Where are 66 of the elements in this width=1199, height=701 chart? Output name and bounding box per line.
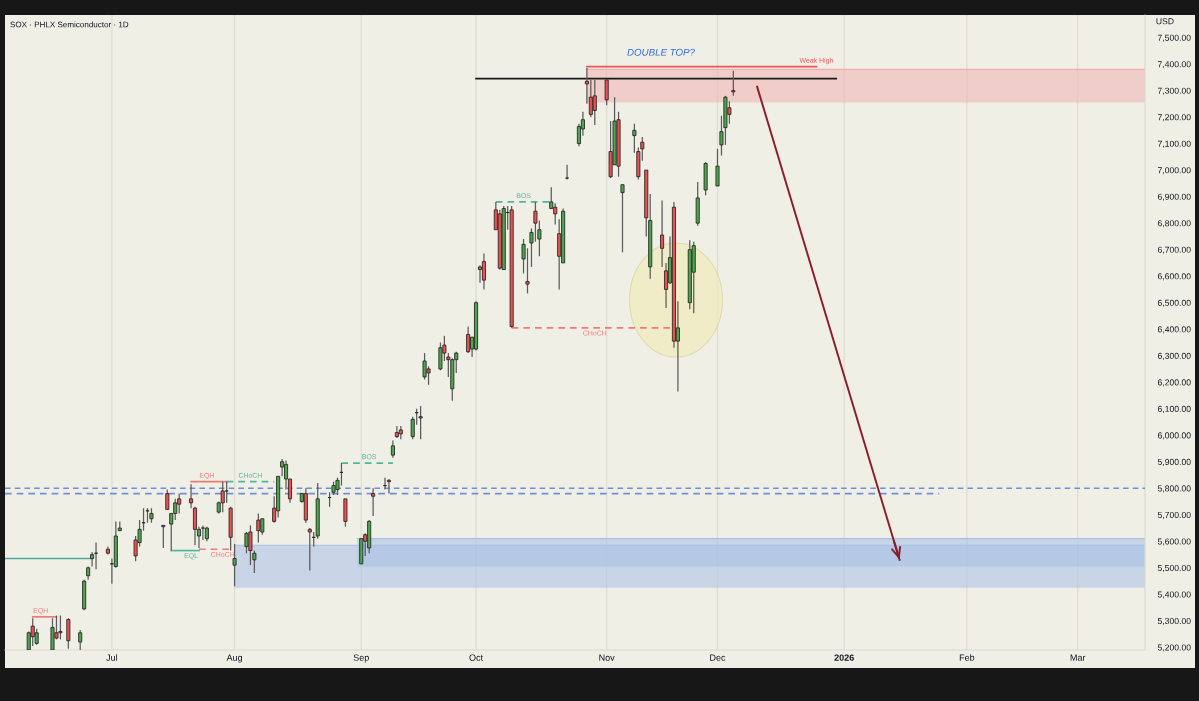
y-tick-label: 7,000.00 xyxy=(1157,167,1191,175)
y-tick-label: 6,200.00 xyxy=(1157,379,1191,387)
y-tick-label: 6,400.00 xyxy=(1157,326,1191,334)
y-tick-label: 5,600.00 xyxy=(1157,538,1191,546)
candlestick xyxy=(553,202,558,226)
candlestick xyxy=(30,617,35,647)
candlestick xyxy=(386,478,391,495)
candlestick xyxy=(232,543,237,587)
x-tick-label: Oct xyxy=(469,654,483,661)
y-tick-label: 6,900.00 xyxy=(1157,193,1191,201)
candlestick xyxy=(371,487,376,517)
y-tick-label: 6,000.00 xyxy=(1157,432,1191,440)
y-tick-label: 5,800.00 xyxy=(1157,485,1191,493)
x-tick-label: Mar xyxy=(1070,654,1086,661)
text: SOX · PHLX Semiconductor · 1D xyxy=(10,21,129,28)
candlestick xyxy=(727,100,732,125)
y-tick-label: 6,600.00 xyxy=(1157,273,1191,281)
candlestick xyxy=(58,614,63,641)
candlestick xyxy=(193,506,197,546)
y-tick-label: 5,700.00 xyxy=(1157,511,1191,519)
candlestick xyxy=(715,148,720,187)
y-tick-label: 7,400.00 xyxy=(1157,61,1191,69)
y-tick-label: 7,300.00 xyxy=(1157,87,1191,95)
x-tick-label: 2026 xyxy=(834,654,854,661)
candlestick xyxy=(343,498,348,528)
candlestick xyxy=(78,629,83,650)
x-tick-label: Dec xyxy=(710,654,726,661)
candlestick xyxy=(620,184,625,253)
candlestick xyxy=(50,617,55,650)
candlestick xyxy=(224,481,229,504)
y-tick-label: 7,500.00 xyxy=(1157,34,1191,42)
annotation: DOUBLE TOP? xyxy=(627,48,695,56)
x-tick-label: Nov xyxy=(599,654,615,661)
y-tick-label: 5,200.00 xyxy=(1157,644,1191,652)
candlestick xyxy=(307,527,312,572)
candlestick xyxy=(248,524,253,566)
y-tick-label: 6,500.00 xyxy=(1157,299,1191,307)
candlestick xyxy=(565,164,570,181)
y-tick-label: 5,500.00 xyxy=(1157,564,1191,573)
candlestick xyxy=(660,199,665,268)
y-axis-title: USD xyxy=(1156,18,1174,25)
x-tick-label: Sep xyxy=(353,654,369,663)
y-tick-label: 5,900.00 xyxy=(1157,458,1191,466)
x-tick-label: Jul xyxy=(106,654,118,661)
y-tick-label: 6,700.00 xyxy=(1157,246,1191,254)
y-tick-label: 6,300.00 xyxy=(1157,352,1191,360)
y-tick-label: 6,100.00 xyxy=(1157,405,1191,413)
y-tick-label: 5,300.00 xyxy=(1157,617,1191,626)
candlestick xyxy=(481,252,486,291)
candlestick xyxy=(422,352,427,381)
y-tick-label: 7,200.00 xyxy=(1157,114,1191,122)
candlestick xyxy=(161,524,166,549)
candlestick xyxy=(173,498,178,521)
x-tick-label: Aug xyxy=(226,654,243,663)
candlestick xyxy=(189,483,194,509)
candlestick xyxy=(244,531,249,554)
candlestick xyxy=(394,425,399,439)
y-tick-label: 6,800.00 xyxy=(1157,220,1191,228)
y-tick-label: 5,400.00 xyxy=(1157,591,1191,599)
x-tick-label: Feb xyxy=(959,654,975,661)
candlestick xyxy=(525,247,530,295)
y-tick-label: 7,100.00 xyxy=(1157,140,1191,148)
candlestick xyxy=(66,617,71,650)
candlestick xyxy=(466,325,471,354)
candlestick xyxy=(165,488,170,511)
candlestick xyxy=(478,264,482,284)
